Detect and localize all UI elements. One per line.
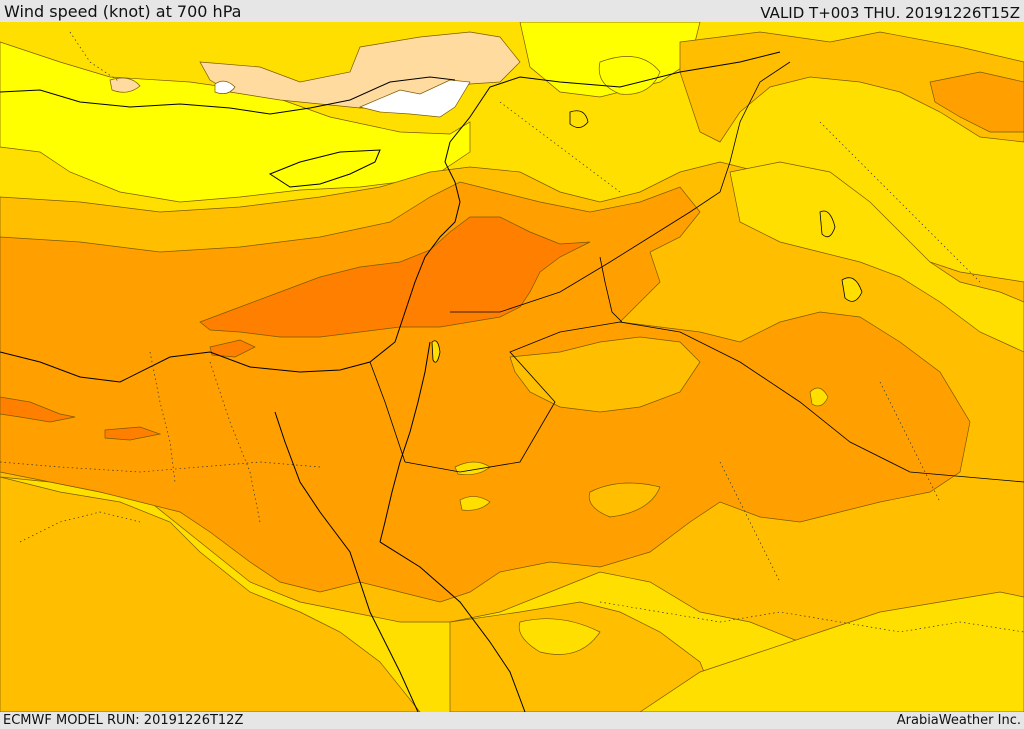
band-amber-south bbox=[449, 601, 721, 712]
header-bar: Wind speed (knot) at 700 hPa VALID T+003… bbox=[0, 0, 1024, 22]
wind-speed-map bbox=[0, 22, 1024, 712]
credit-label: ArabiaWeather Inc. bbox=[896, 713, 1021, 728]
footer-bar: ECMWF MODEL RUN: 20191226T12Z ArabiaWeat… bbox=[0, 712, 1024, 729]
band-white-west bbox=[214, 80, 236, 94]
band-orange-main bbox=[0, 181, 971, 603]
country-borders bbox=[369, 61, 1024, 483]
map-title: Wind speed (knot) at 700 hPa bbox=[4, 2, 242, 21]
band-gold-island-2 bbox=[809, 387, 829, 407]
band-amber-island-2 bbox=[588, 482, 661, 518]
band-dark-orange-spot bbox=[104, 426, 162, 441]
band-amber-island-1 bbox=[509, 336, 701, 413]
band-dark-orange-core bbox=[199, 216, 591, 338]
model-run-label: ECMWF MODEL RUN: 20191226T12Z bbox=[3, 713, 244, 728]
band-gold-south bbox=[639, 591, 1024, 712]
band-dark-orange-spot2 bbox=[209, 339, 256, 358]
province-boundaries bbox=[0, 31, 1024, 633]
band-amber-sw bbox=[0, 476, 421, 712]
valid-time: VALID T+003 THU. 20191226T15Z bbox=[760, 4, 1020, 22]
band-dark-orange-west bbox=[0, 396, 76, 423]
band-gold-east bbox=[729, 161, 1024, 353]
band-gold-island-3 bbox=[459, 496, 491, 511]
band-amber-east bbox=[679, 31, 1024, 143]
band-orange-ne bbox=[929, 71, 1024, 133]
band-cream-west bbox=[109, 77, 141, 93]
band-yellow-small bbox=[598, 56, 661, 95]
coastlines bbox=[0, 51, 781, 712]
water-bodies bbox=[431, 110, 863, 363]
band-white-anatolia bbox=[358, 79, 471, 118]
band-gold-sw-spot bbox=[518, 618, 601, 655]
